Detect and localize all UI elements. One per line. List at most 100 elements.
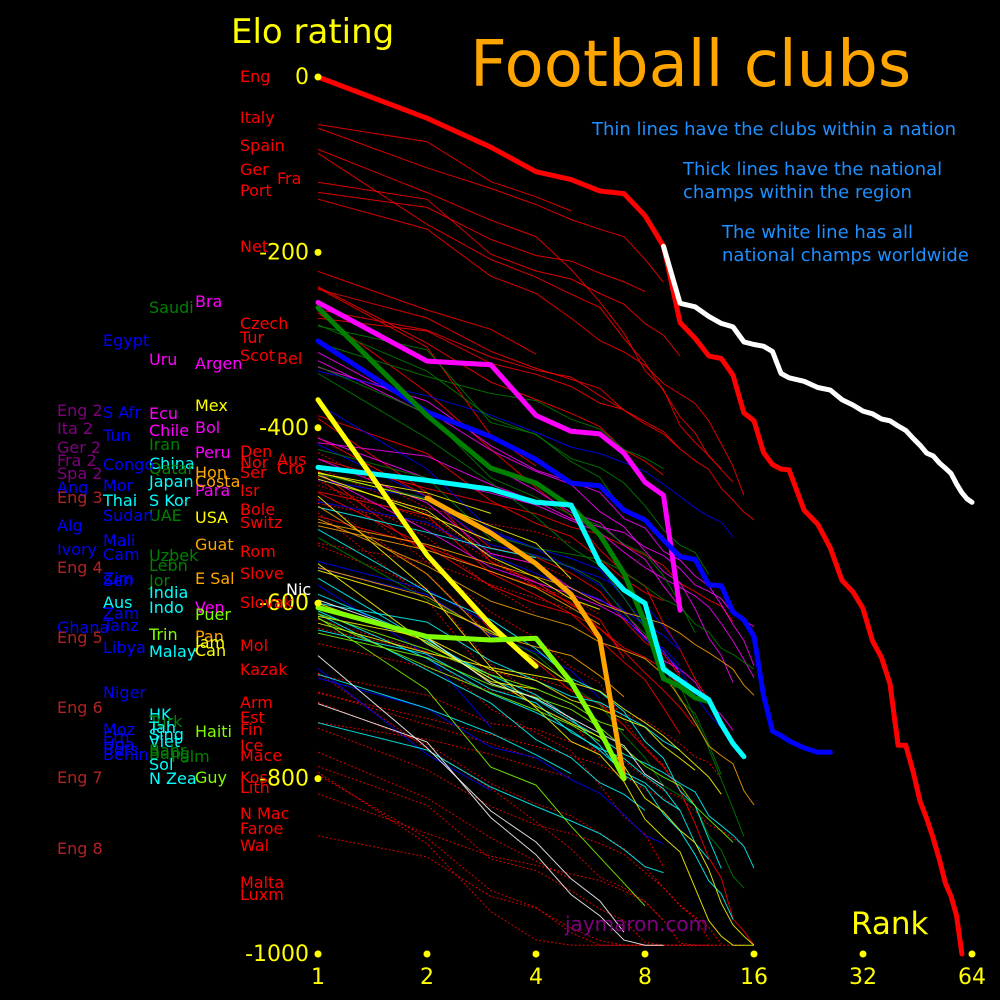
club-line (317, 751, 572, 880)
champs-line (424, 495, 627, 782)
y-tick-dot (314, 73, 322, 81)
club-line (317, 537, 745, 889)
series-label: Indo (149, 598, 184, 617)
club-line (317, 722, 664, 874)
series-label: Isr (240, 481, 260, 500)
series-label: Bol (195, 418, 220, 437)
club-line (317, 491, 681, 735)
series-label: Sudan (103, 506, 153, 525)
club-line (317, 442, 755, 628)
x-tick-dot (968, 950, 976, 958)
series-label: Ven (195, 598, 225, 617)
series-label: Uru (149, 350, 177, 369)
series-label: Switz (240, 513, 282, 532)
y-tick-label: -400 (259, 416, 309, 441)
club-line (317, 342, 664, 470)
y-tick-label: -800 (259, 767, 309, 792)
series-label: Congo (103, 455, 154, 474)
x-tick-dot (641, 950, 649, 958)
series-label: Moz (103, 720, 135, 739)
series-label: Eng 3 (57, 488, 103, 507)
club-line (317, 127, 664, 283)
club-line (317, 521, 755, 696)
club-line (317, 692, 681, 812)
series-label: Trin (148, 625, 178, 644)
club-line (317, 691, 537, 760)
series-label: Qatar (149, 459, 194, 478)
series-label: Ecu (149, 404, 178, 423)
y-tick-label: -1000 (245, 942, 309, 967)
club-line (317, 774, 664, 946)
series-label: Sing (149, 725, 184, 744)
series-label: S Kor (149, 491, 191, 510)
series-label: Bel (277, 349, 302, 368)
y-tick-dot (314, 599, 322, 607)
series-label: Ger (240, 160, 269, 179)
club-line (317, 599, 664, 787)
series-label: Faroe (240, 819, 283, 838)
champs-line (315, 299, 683, 613)
club-line (317, 525, 601, 626)
club-line (317, 181, 681, 357)
club-line (317, 472, 491, 514)
series-label: Fra 2 (57, 451, 97, 470)
series-label: Spain (240, 136, 285, 155)
x-tick-dot (750, 950, 758, 958)
club-line (317, 701, 710, 940)
x-tick-label: 1 (311, 965, 325, 990)
series-label: Chile (149, 421, 189, 440)
series-label: Peru (195, 443, 231, 462)
club-line (317, 198, 745, 496)
club-line (317, 471, 572, 580)
series-label: Ice (240, 736, 263, 755)
champs-line (661, 243, 975, 505)
club-line (317, 544, 601, 759)
series-label: Ser (240, 463, 267, 482)
club-line (317, 518, 755, 806)
club-line (317, 495, 754, 946)
champs-line (315, 397, 539, 669)
series-label: Bra (195, 292, 222, 311)
series-label: Fin (240, 720, 263, 739)
series-label: Malay (149, 642, 196, 661)
chart-title: Football clubs (470, 28, 912, 102)
champs-line (315, 305, 712, 704)
club-line (317, 288, 755, 521)
y-tick-label: -200 (259, 240, 309, 265)
club-line (317, 569, 572, 685)
thick-lines-layer (315, 74, 975, 957)
series-label: Fra (277, 169, 301, 188)
series-label: UAE (149, 506, 182, 525)
series-label: Est (240, 708, 265, 727)
series-label: Turk (148, 712, 183, 731)
champs-line (315, 74, 965, 957)
series-label: Ger 2 (57, 438, 101, 457)
series-label: Eng 5 (57, 628, 103, 647)
club-line (317, 613, 646, 811)
note-line: Thin lines have the clubs within a natio… (592, 119, 957, 140)
x-tick-label: 8 (638, 965, 652, 990)
champs-line (315, 464, 747, 760)
club-line (317, 673, 572, 775)
club-line (317, 672, 709, 946)
club-line (317, 610, 681, 811)
series-label: Egypt (103, 331, 149, 350)
club-line (317, 632, 734, 843)
series-label: Iran (149, 435, 180, 454)
series-label: Spa 2 (57, 464, 102, 483)
club-line (317, 270, 537, 355)
series-label: Slove (240, 564, 284, 583)
club-line (317, 617, 601, 742)
y-tick-label: 0 (295, 65, 309, 90)
club-line (317, 506, 537, 559)
club-line (317, 613, 625, 731)
club-line (317, 191, 646, 292)
series-label: Eng 7 (57, 768, 103, 787)
note-line: national champs worldwide (722, 245, 969, 266)
club-line (317, 502, 572, 580)
series-label: Czech (240, 314, 288, 333)
series-label: Port (240, 181, 272, 200)
series-label: Aus (103, 593, 132, 612)
